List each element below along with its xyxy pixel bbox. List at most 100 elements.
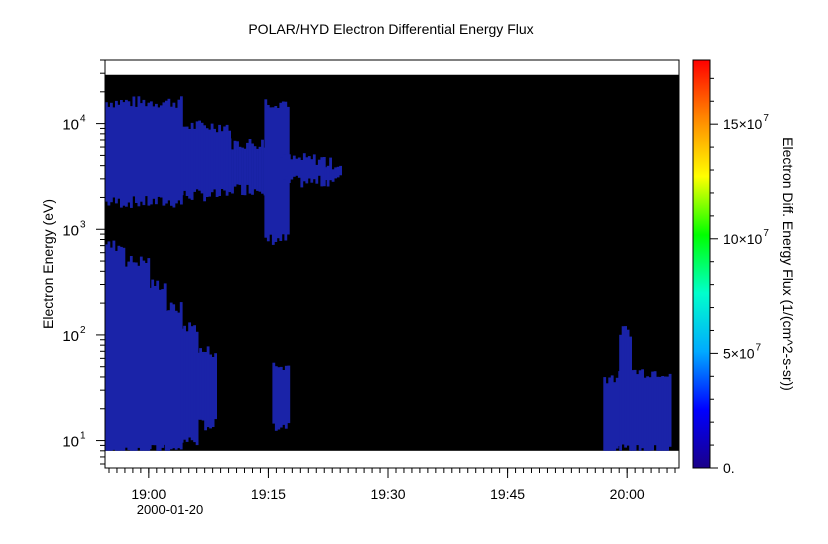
flux-strip [172,304,176,449]
flux-strip [287,154,291,183]
flux-strip [145,106,148,197]
flux-strip [147,102,151,206]
chart-title: POLAR/HYD Electron Differential Energy F… [248,21,533,37]
flux-strip [129,256,133,451]
flux-strip [214,353,217,420]
flux-strip [195,121,199,190]
flux-strip [117,104,121,199]
flux-strip [312,154,316,180]
flux-strip [274,366,278,431]
flux-strip [193,325,196,443]
flux-strip [307,156,311,179]
flux-strip [282,154,286,180]
flux-strip [183,325,186,440]
flux-strip [228,138,232,193]
flux-strip [152,106,156,199]
flux-strip [213,128,216,190]
flux-strip [199,348,202,420]
colorbar-tick-label: 15×10 [723,116,763,132]
flux-strip [297,157,301,178]
flux-region [180,322,199,446]
y-tick-label: 10 [62,434,79,451]
flux-strip [331,169,335,182]
x-tick-label: 19:45 [490,486,525,502]
y-tick-label: 10 [62,117,79,134]
flux-strip [175,107,178,204]
flux-strip [269,107,273,235]
x-tick-label: 20:00 [610,486,645,502]
flux-strip [165,100,168,204]
y-tick-exponent: 1 [80,431,86,442]
flux-strip [613,382,617,451]
flux-strip [201,351,205,421]
flux-strip [608,377,612,451]
flux-strip [193,128,196,192]
flux-strip [139,256,143,451]
flux-strip [211,357,215,427]
flux-strip [127,261,131,451]
colorbar-tick-label: 0. [723,460,735,476]
flux-strip [641,369,644,449]
flux-strip [112,240,116,450]
flux-strip [160,105,163,198]
flux-strip [112,107,116,198]
flux-strip [190,326,194,441]
flux-strip [619,334,622,451]
flux-strip [148,287,152,450]
flux-strip [125,99,128,207]
flux-strip [233,140,237,187]
flux-strip [629,336,632,451]
flux-strip [225,124,229,196]
colorbar: 0.5×10 710×10 715×10 7 [692,59,769,476]
flux-strip [302,153,306,182]
flux-strip [161,289,165,448]
flux-strip [157,107,161,197]
colorbar-tick-exponent: 7 [763,228,769,239]
flux-strip [621,326,625,445]
flux-strip [130,106,133,208]
flux-strip [310,159,314,183]
flux-strip [120,100,123,208]
x-tick-label: 19:15 [251,486,286,502]
flux-strip [651,371,654,451]
flux-strip [137,96,141,207]
flux-strip [137,265,141,448]
flux-region [272,362,291,431]
flux-region [324,157,342,187]
flux-strip [277,367,281,430]
colorbar-tick-exponent: 7 [763,113,769,124]
flux-strip [196,352,200,420]
flux-strip [210,123,214,193]
flux-strip [135,106,138,203]
flux-region [164,302,183,451]
flux-strip [339,165,342,176]
flux-strip [317,159,321,176]
flux-strip [638,370,642,451]
flux-strip [115,250,118,451]
flux-strip [661,376,664,451]
flux-strip [120,246,123,451]
flux-strip [147,258,151,451]
flux-strip [188,129,191,199]
flux-strip [115,100,118,204]
flux-strip [287,365,291,424]
flux-strip [292,155,296,177]
flux-strip [172,102,176,208]
flux-strip [272,362,276,424]
flux-strip [615,377,619,449]
flux-strip [633,369,637,451]
flux-strip [150,101,153,205]
flux-strip [220,131,224,189]
flux-strip [631,370,634,451]
flux-strip [218,124,221,196]
flux-strip [624,326,627,448]
flux-strip [610,375,614,451]
flux-strip [656,376,659,451]
flux-strip [248,139,252,194]
plot-area [104,59,680,469]
flux-strip [646,376,649,451]
flux-strip [156,280,160,451]
flux-strip [107,241,111,451]
flux-strip [110,247,113,451]
